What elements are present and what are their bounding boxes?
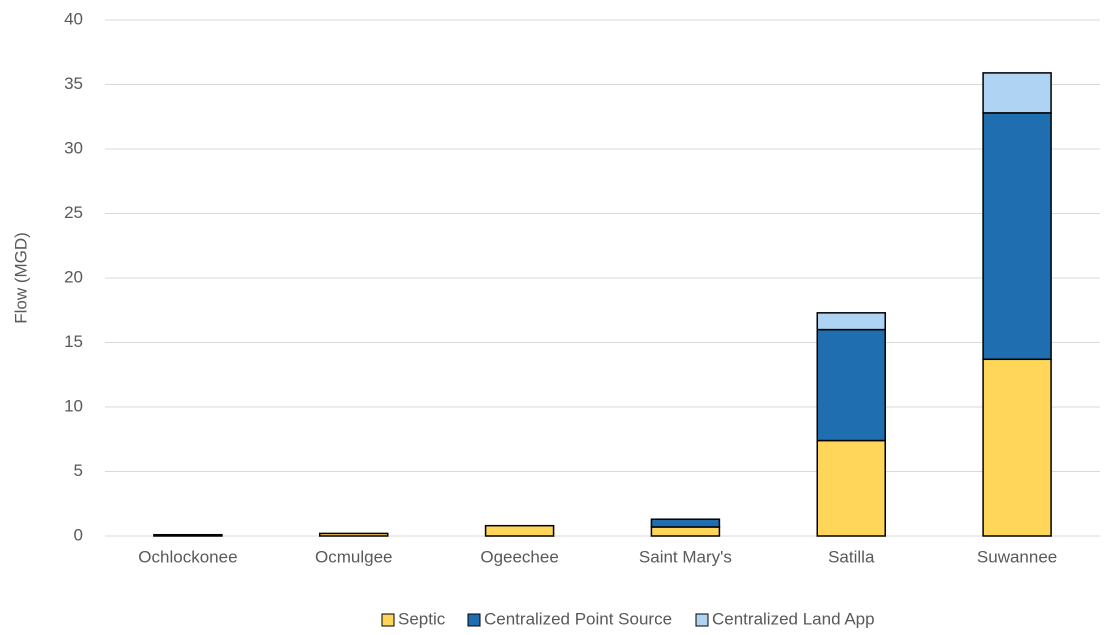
bar-segment <box>484 524 555 537</box>
x-tick-label: Ochlockonee <box>138 547 237 566</box>
bar-segment <box>982 358 1052 537</box>
y-tick-label: 15 <box>64 332 83 351</box>
bar-segment <box>153 533 223 537</box>
bar-segment <box>816 328 886 442</box>
bar-segment <box>650 526 721 537</box>
legend-swatch <box>381 613 395 627</box>
y-tick-label: 25 <box>64 203 83 222</box>
legend-label: Centralized Point Source <box>484 609 672 628</box>
y-axis-label: Flow (MGD) <box>11 232 30 324</box>
x-tick-label: Ogeechee <box>480 547 558 566</box>
bar-segment <box>816 439 886 537</box>
bar-segment <box>982 72 1052 114</box>
y-tick-label: 10 <box>64 396 83 415</box>
legend-label: Centralized Land App <box>712 609 875 628</box>
bar-segment <box>982 112 1052 361</box>
y-tick-label: 40 <box>64 9 83 28</box>
x-tick-label: Ocmulgee <box>315 547 392 566</box>
x-tick-label: Suwannee <box>977 547 1057 566</box>
y-tick-label: 35 <box>64 74 83 93</box>
x-tick-label: Saint Mary's <box>639 547 732 566</box>
bar-segment <box>319 532 389 537</box>
y-tick-label: 0 <box>74 525 83 544</box>
legend-label: Septic <box>398 609 446 628</box>
x-tick-label: Satilla <box>828 547 875 566</box>
bar-segment <box>650 518 721 528</box>
legend-swatch <box>467 613 481 627</box>
y-tick-label: 30 <box>64 138 83 157</box>
y-tick-label: 20 <box>64 267 83 286</box>
bar-segment <box>816 312 886 331</box>
legend-swatch <box>695 613 709 627</box>
y-tick-label: 5 <box>74 461 83 480</box>
